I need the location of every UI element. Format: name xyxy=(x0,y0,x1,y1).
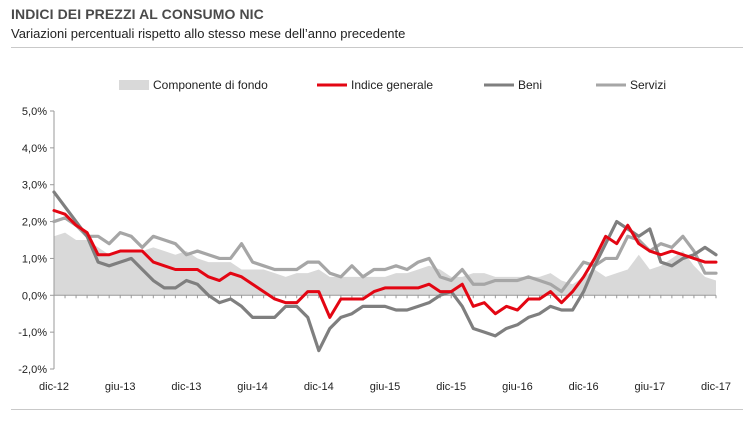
y-tick-label: -2,0% xyxy=(18,364,47,376)
y-tick-label: 0,0% xyxy=(22,290,47,302)
x-tick-label: giu-14 xyxy=(237,381,268,393)
y-tick-label: 2,0% xyxy=(22,217,47,229)
x-tick-label: dic-16 xyxy=(569,381,599,393)
legend-label-indice-generale: Indice generale xyxy=(351,78,433,92)
x-tick-label: dic-12 xyxy=(39,381,69,393)
x-tick-label: dic-14 xyxy=(304,381,334,393)
x-tick-label: giu-15 xyxy=(370,381,401,393)
y-tick-label: -1,0% xyxy=(18,327,47,339)
x-tick-label: giu-17 xyxy=(635,381,666,393)
legend-label-beni: Beni xyxy=(518,78,542,92)
y-tick-label: 3,0% xyxy=(22,180,47,192)
x-tick-label: dic-15 xyxy=(436,381,466,393)
series-line-servizi xyxy=(52,216,718,294)
x-tick-label: dic-17 xyxy=(701,381,731,393)
chart-title: INDICI DEI PREZZI AL CONSUMO NIC xyxy=(11,6,264,22)
series-line-indice-generale xyxy=(52,209,718,319)
x-tick-label: dic-13 xyxy=(171,381,201,393)
x-tick-label: giu-13 xyxy=(105,381,136,393)
bottom-divider xyxy=(11,409,743,410)
series-line-beni xyxy=(52,190,718,353)
chart-legend: Componente di fondo Indice generale Beni Se… xyxy=(119,78,666,92)
axis-layer: 5,0% 4,0% 3,0% 2,0% 1,0% 0,0% -1,0% -2,0% dic-12… xyxy=(18,106,731,393)
y-tick-label: 5,0% xyxy=(22,106,47,118)
chart-subtitle: Variazioni percentuali rispetto allo ste… xyxy=(11,26,406,41)
legend-label-servizi: Servizi xyxy=(630,78,666,92)
x-tick-label: giu-16 xyxy=(502,381,533,393)
y-tick-label: 1,0% xyxy=(22,253,47,265)
legend-label-componente-di-fondo: Componente di fondo xyxy=(153,78,268,92)
top-divider xyxy=(11,47,743,48)
lines-layer xyxy=(52,190,718,353)
legend-swatch-componente-di-fondo xyxy=(119,80,149,90)
y-tick-label: 4,0% xyxy=(22,143,47,155)
